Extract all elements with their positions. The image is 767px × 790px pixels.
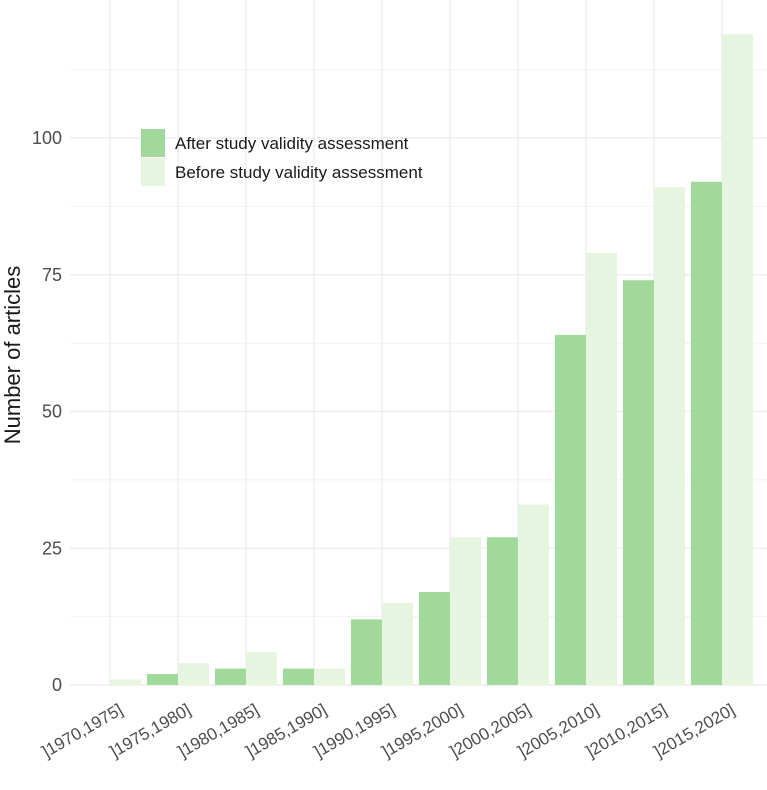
- legend-label-before: Before study validity assessment: [175, 163, 423, 182]
- y-tick-label: 25: [42, 538, 62, 558]
- bar-before-7: [586, 252, 617, 685]
- bar-after-8: [623, 280, 654, 685]
- legend: After study validity assessment Before st…: [141, 129, 423, 186]
- bar-before-5: [450, 537, 481, 685]
- bar-before-0: [110, 679, 141, 685]
- bar-after-7: [555, 334, 586, 685]
- bar-after-3: [283, 668, 314, 685]
- x-axis-ticks: ]1970,1975]]1975,1980]]1980,1985]]1985,1…: [39, 700, 738, 761]
- y-tick-label: 50: [42, 402, 62, 422]
- bar-before-4: [382, 602, 413, 685]
- bar-after-5: [419, 592, 450, 685]
- bar-before-6: [518, 504, 549, 685]
- bar-before-3: [314, 668, 345, 685]
- y-tick-label: 75: [42, 265, 62, 285]
- bars: [110, 34, 753, 686]
- bar-before-2: [246, 652, 277, 685]
- y-tick-label: 0: [52, 675, 62, 695]
- y-axis-title: Number of articles: [0, 266, 25, 445]
- legend-key-after: [141, 129, 165, 157]
- bar-after-1: [147, 674, 178, 685]
- legend-label-after: After study validity assessment: [175, 134, 409, 153]
- bar-before-1: [178, 663, 209, 685]
- bar-before-8: [654, 187, 685, 686]
- bar-after-6: [487, 537, 518, 685]
- bar-before-9: [722, 34, 753, 685]
- bar-after-4: [351, 619, 382, 685]
- y-tick-label: 100: [32, 128, 62, 148]
- bar-after-9: [691, 181, 722, 685]
- y-axis-ticks: 0 25 50 75 100: [32, 128, 62, 695]
- bar-after-2: [215, 668, 246, 685]
- legend-key-before: [141, 158, 165, 186]
